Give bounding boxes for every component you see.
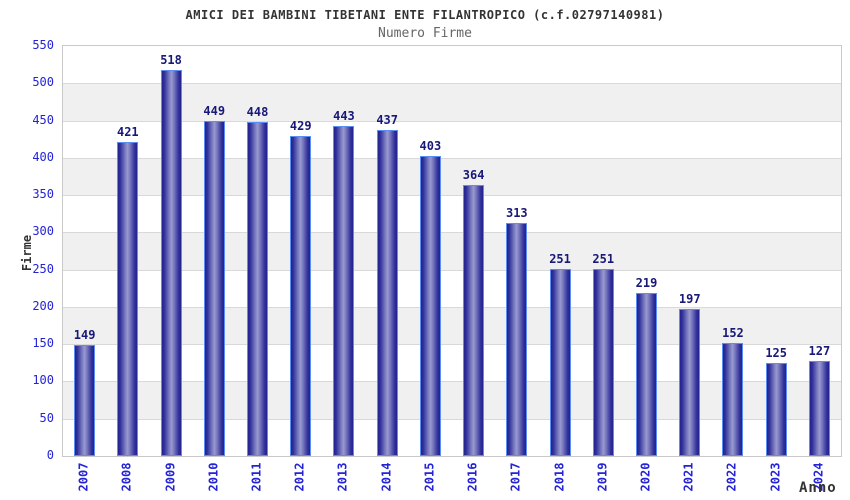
bar-2018 (549, 268, 571, 456)
gridline (63, 120, 841, 122)
bar-value-label: 443 (333, 108, 355, 123)
chart-subtitle: Numero Firme (378, 26, 472, 41)
background-band (63, 83, 841, 121)
x-tick-label: 2016 (465, 462, 480, 492)
bar-2007 (74, 344, 96, 456)
x-tick-label: 2009 (163, 462, 178, 492)
bar-2010 (203, 121, 225, 456)
x-tick-label: 2017 (508, 462, 523, 492)
bar-value-label: 437 (376, 113, 398, 128)
bar-value-label: 313 (505, 205, 528, 220)
gridline (63, 232, 841, 234)
y-tick-label: 450 (32, 112, 54, 127)
y-tick-label: 200 (32, 298, 54, 313)
bar-2014 (376, 130, 398, 456)
y-tick-label: 0 (46, 448, 54, 462)
gridline (63, 306, 841, 308)
gridline (63, 344, 841, 346)
plot-area: 149 421 518 449 448 429 443 437 403 364 313 251 251 2… (62, 45, 842, 457)
bar-value-label: 421 (116, 125, 139, 140)
x-axis-title: Anno (799, 480, 837, 496)
x-axis-ticks: 2007 2008 2009 2010 2011 2012 2013 2014 2015 2016… (62, 457, 840, 499)
bar-value-label: 364 (462, 167, 485, 182)
gridline (63, 381, 841, 383)
y-tick-label: 550 (32, 38, 54, 52)
bar-value-label: 429 (289, 119, 312, 134)
bar-value-label: 251 (592, 251, 615, 266)
y-tick-label: 50 (39, 410, 54, 425)
x-tick-label: 2014 (379, 462, 394, 492)
gridline (63, 195, 841, 197)
y-tick-label: 250 (32, 261, 54, 276)
bar-2021 (679, 309, 701, 456)
background-band (63, 157, 841, 196)
x-tick-label: 2011 (249, 462, 264, 492)
x-tick-label: 2022 (724, 462, 739, 492)
bar-value-label: 403 (419, 138, 442, 153)
bar-value-label: 219 (635, 275, 658, 290)
bar-value-label: 251 (549, 251, 571, 266)
y-tick-label: 350 (32, 187, 54, 202)
gridline (63, 269, 841, 271)
gridline (63, 157, 841, 159)
bar-value-label: 197 (678, 292, 701, 307)
chart-title: AMICI DEI BAMBINI TIBETANI ENTE FILANTRO… (185, 8, 665, 22)
bar-2008 (117, 142, 139, 456)
bar-value-label: 127 (808, 344, 831, 359)
bar-2022 (722, 342, 744, 456)
x-tick-label: 2012 (292, 462, 307, 492)
bar-value-label: 149 (73, 327, 96, 342)
bar-value-label: 152 (722, 325, 744, 340)
bar-2024 (808, 361, 830, 456)
background-band (63, 306, 841, 345)
x-tick-label: 2018 (552, 462, 567, 492)
bar-2023 (765, 362, 787, 456)
bar-2017 (506, 222, 528, 456)
x-tick-label: 2019 (595, 462, 610, 492)
x-tick-label: 2015 (422, 462, 437, 492)
x-tick-label: 2010 (206, 462, 221, 492)
bar-2012 (290, 136, 312, 456)
y-tick-label: 500 (32, 75, 54, 90)
bar-value-label: 125 (765, 345, 787, 360)
gridline (63, 418, 841, 420)
bar-value-label: 448 (246, 105, 269, 120)
bar-2011 (247, 122, 268, 456)
background-band (63, 381, 841, 419)
bar-2019 (592, 268, 614, 456)
y-tick-label: 400 (32, 149, 54, 164)
bar-2016 (463, 184, 485, 456)
bar-value-label: 449 (203, 104, 226, 119)
y-tick-label: 300 (32, 224, 54, 239)
y-tick-label: 100 (32, 373, 54, 388)
bar-2009 (160, 69, 182, 456)
y-tick-label: 150 (32, 336, 54, 351)
gridline (63, 83, 841, 85)
x-tick-label: 2020 (638, 462, 653, 492)
bar-2020 (636, 292, 657, 456)
x-tick-label: 2021 (681, 462, 696, 492)
x-tick-label: 2008 (119, 462, 134, 492)
x-tick-label: 2007 (76, 462, 91, 492)
x-tick-label: 2013 (335, 462, 350, 492)
x-tick-label: 2023 (768, 462, 783, 492)
bar-value-label: 518 (160, 52, 182, 67)
bar-2015 (419, 155, 441, 456)
bar-2013 (333, 125, 355, 456)
background-band (63, 232, 841, 270)
